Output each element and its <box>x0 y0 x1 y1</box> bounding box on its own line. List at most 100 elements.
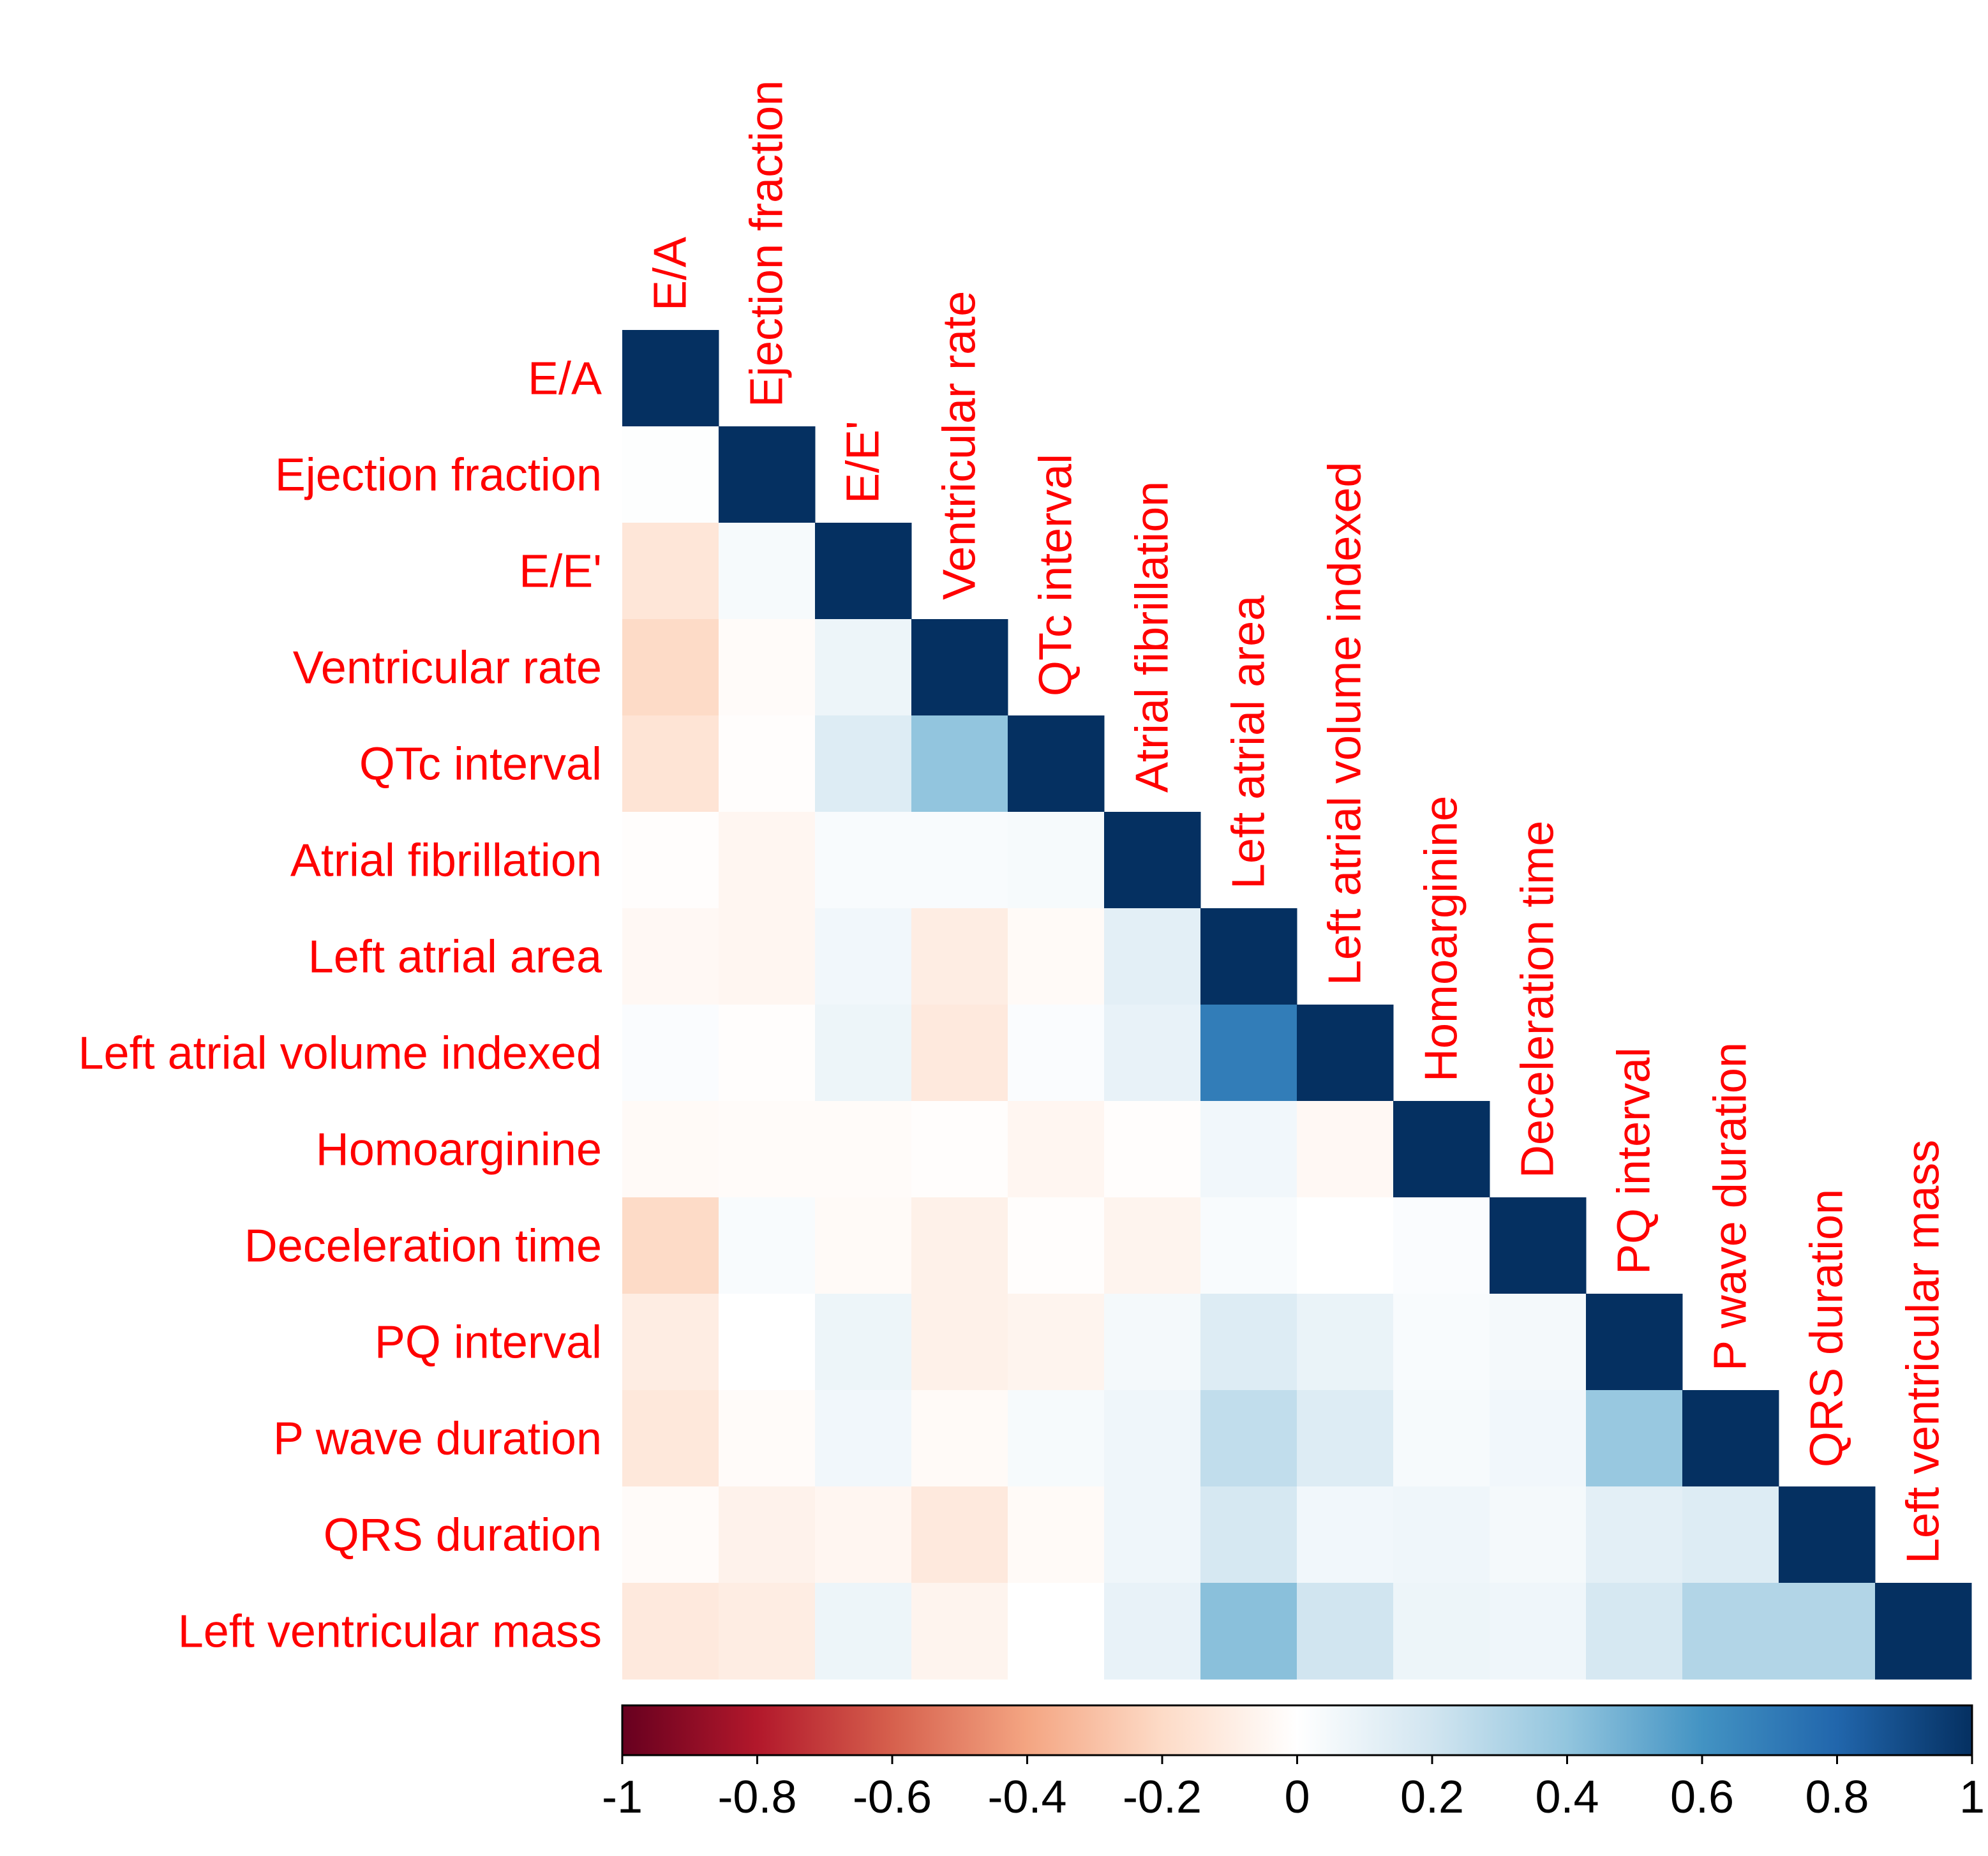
row-label: Atrial fibrillation <box>290 835 602 887</box>
column-label: Left ventricular mass <box>1898 1140 1949 1564</box>
heatmap-cell <box>1104 908 1201 1005</box>
heatmap-cell <box>1200 1101 1297 1198</box>
heatmap-cell <box>622 812 719 909</box>
heatmap-cell <box>622 1005 719 1102</box>
heatmap-cell <box>1393 1294 1490 1391</box>
row-label: Ventricular rate <box>293 643 602 694</box>
heatmap-cell <box>1490 1294 1587 1391</box>
heatmap-cell <box>719 715 816 812</box>
colorbar-gradient <box>621 1704 1973 1756</box>
heatmap-cell <box>815 1101 912 1198</box>
heatmap-cell <box>815 619 912 716</box>
heatmap-cell <box>719 1486 816 1583</box>
column-label: E/E' <box>838 421 889 504</box>
colorbar-tick-label: 0.4 <box>1535 1772 1599 1823</box>
heatmap-cell <box>1104 1486 1201 1583</box>
heatmap-cell <box>1104 1390 1201 1487</box>
heatmap-cell <box>911 1486 1008 1583</box>
colorbar-tick-label: 0.6 <box>1670 1772 1734 1823</box>
column-label: Left atrial volume indexed <box>1320 462 1371 985</box>
heatmap-cell <box>1200 1583 1297 1680</box>
heatmap-cell <box>1008 1294 1105 1391</box>
heatmap-cell <box>1393 1486 1490 1583</box>
colorbar-tick-label: 0 <box>1284 1772 1310 1823</box>
colorbar-tick-label: 0.2 <box>1400 1772 1464 1823</box>
heatmap-cell <box>911 1101 1008 1198</box>
heatmap-cell <box>719 426 816 523</box>
heatmap-cell <box>911 1294 1008 1391</box>
heatmap-cell <box>815 1583 912 1680</box>
heatmap-cell <box>1008 715 1105 812</box>
heatmap-cell <box>1490 1486 1587 1583</box>
heatmap-cell <box>719 1101 816 1198</box>
heatmap-cell <box>622 619 719 716</box>
heatmap-cell <box>911 1005 1008 1102</box>
heatmap-cell <box>1104 1294 1201 1391</box>
heatmap-cell <box>1200 1486 1297 1583</box>
heatmap-cell <box>1008 1390 1105 1487</box>
colorbar-tick-label: 1 <box>1959 1772 1985 1823</box>
heatmap-cell <box>815 1390 912 1487</box>
column-label: Atrial fibrillation <box>1127 481 1178 793</box>
row-label: QRS duration <box>324 1510 602 1561</box>
colorbar-tick-label: -0.2 <box>1123 1772 1202 1823</box>
heatmap-cell <box>1104 1583 1201 1680</box>
heatmap-cells <box>622 330 1972 1680</box>
column-label: P wave duration <box>1705 1042 1756 1371</box>
column-label: QRS duration <box>1802 1189 1853 1467</box>
heatmap-cell <box>1490 1583 1587 1680</box>
heatmap-cell <box>815 812 912 909</box>
heatmap-cell <box>622 523 719 620</box>
heatmap-cell <box>719 1005 816 1102</box>
heatmap-cell <box>1682 1486 1779 1583</box>
heatmap-cell <box>622 1101 719 1198</box>
heatmap-cell <box>719 812 816 909</box>
heatmap-cell <box>815 908 912 1005</box>
heatmap-cell <box>622 908 719 1005</box>
heatmap-cell <box>1393 1583 1490 1680</box>
heatmap-cell <box>815 1197 912 1294</box>
heatmap-cell <box>1200 908 1297 1005</box>
heatmap-cell <box>1104 812 1201 909</box>
column-labels: E/A Ejection fraction E/E' Ventricular rate… <box>645 80 1949 1564</box>
row-labels: E/A Ejection fraction E/E' Ventricular rate… <box>78 354 602 1658</box>
column-label: PQ interval <box>1609 1047 1660 1275</box>
row-label: Left ventricular mass <box>178 1606 602 1658</box>
heatmap-cell <box>1008 1486 1105 1583</box>
row-label: PQ interval <box>375 1317 602 1368</box>
heatmap-cell <box>1297 1486 1394 1583</box>
heatmap-cell <box>1490 1197 1587 1294</box>
heatmap-cell <box>1393 1101 1490 1198</box>
heatmap-cell <box>622 1486 719 1583</box>
row-label: P wave duration <box>273 1414 602 1465</box>
column-label: QTc interval <box>1031 454 1082 696</box>
colorbar-tick-label: -0.6 <box>853 1772 932 1823</box>
heatmap-cell <box>815 1005 912 1102</box>
heatmap-cell <box>719 523 816 620</box>
heatmap-cell <box>622 1197 719 1294</box>
heatmap-cell <box>719 1294 816 1391</box>
heatmap-cell <box>1586 1486 1683 1583</box>
heatmap-cell <box>1393 1197 1490 1294</box>
heatmap-cell <box>622 330 719 427</box>
heatmap-cell <box>719 1390 816 1487</box>
heatmap-cell <box>1297 1583 1394 1680</box>
heatmap-cell <box>1586 1390 1683 1487</box>
row-label: Ejection fraction <box>275 450 602 501</box>
heatmap-cell <box>622 426 719 523</box>
colorbar-tick-label: 0.8 <box>1805 1772 1869 1823</box>
colorbar-tick-label: -0.8 <box>717 1772 796 1823</box>
heatmap-cell <box>1104 1005 1201 1102</box>
heatmap-cell <box>1297 1294 1394 1391</box>
heatmap-cell <box>1682 1583 1779 1680</box>
heatmap-cell <box>1104 1101 1201 1198</box>
column-label: E/A <box>645 237 696 311</box>
heatmap-cell <box>1008 1005 1105 1102</box>
heatmap-cell <box>911 1583 1008 1680</box>
heatmap-cell <box>1297 1101 1394 1198</box>
heatmap-cell <box>1779 1486 1876 1583</box>
heatmap-cell <box>1200 1197 1297 1294</box>
colorbar-tick-label: -0.4 <box>987 1772 1066 1823</box>
heatmap-cell <box>1682 1390 1779 1487</box>
